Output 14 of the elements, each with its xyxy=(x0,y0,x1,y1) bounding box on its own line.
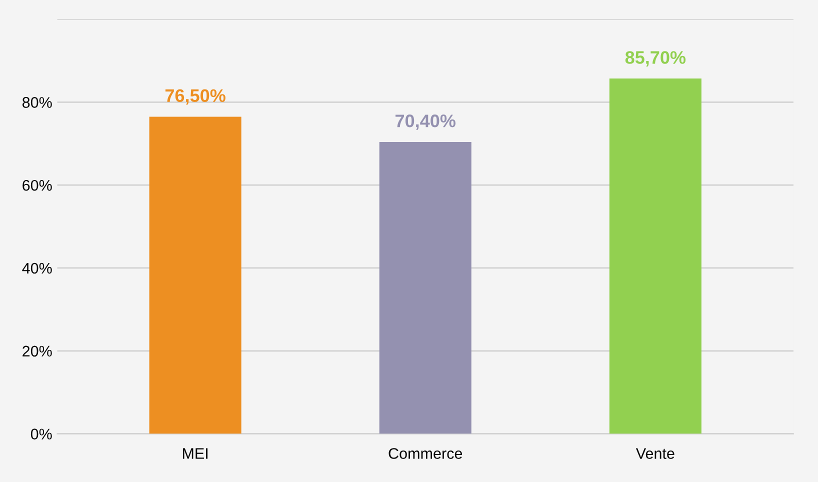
bar xyxy=(379,142,472,434)
data-label: 70,40% xyxy=(396,114,456,130)
x-tick-label: Vente xyxy=(636,448,674,459)
bar xyxy=(609,78,702,434)
data-label: 85,70% xyxy=(625,51,686,66)
x-tick-label: MEI xyxy=(182,448,208,459)
y-tick-label: 80% xyxy=(22,97,52,108)
y-tick-label: 20% xyxy=(22,346,52,357)
bar xyxy=(149,116,242,434)
x-tick-label: Commerce xyxy=(388,448,462,459)
y-tick-label: 40% xyxy=(22,262,52,274)
y-tick-label: 60% xyxy=(22,180,52,191)
data-label: 76,50% xyxy=(165,89,226,105)
y-tick-label: 0% xyxy=(30,428,52,440)
